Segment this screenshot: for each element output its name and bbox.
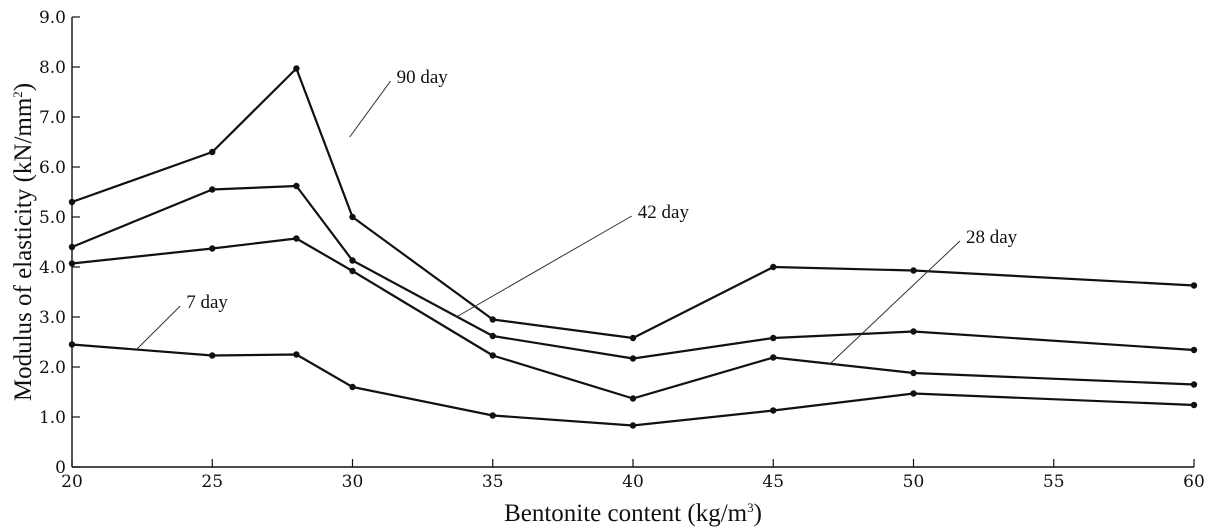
x-tick-label: 30 bbox=[342, 472, 364, 492]
data-point-42-day bbox=[910, 328, 917, 335]
series-line-42-day bbox=[71, 184, 1195, 360]
y-axis-title-superscript: 2 bbox=[10, 91, 25, 98]
leader-line-90-day bbox=[349, 80, 391, 138]
data-point-28-day bbox=[293, 235, 300, 242]
x-tick-label: 60 bbox=[1183, 472, 1205, 492]
data-point-90-day bbox=[68, 198, 76, 206]
series-label-90-day: 90 day bbox=[397, 67, 449, 88]
data-point-7-day bbox=[349, 383, 356, 391]
data-point-90-day bbox=[770, 263, 777, 271]
series-label-7-day: 7 day bbox=[186, 292, 228, 313]
data-point-90-day bbox=[489, 316, 496, 323]
data-point-90-day bbox=[209, 148, 216, 156]
y-tick-label: 0 bbox=[55, 458, 66, 478]
leader-line-7-day bbox=[136, 305, 181, 350]
data-point-28-day bbox=[770, 354, 777, 361]
data-point-90-day bbox=[349, 213, 356, 221]
x-tick-label: 20 bbox=[61, 472, 83, 492]
leader-line-28-day bbox=[829, 240, 961, 365]
y-tick-label: 2.0 bbox=[39, 358, 66, 378]
y-tick-label: 1.0 bbox=[39, 408, 66, 428]
x-tick-label: 45 bbox=[762, 472, 784, 492]
data-point-42-day bbox=[1190, 346, 1198, 354]
data-point-28-day bbox=[68, 260, 76, 267]
y-tick-label: 8.0 bbox=[39, 58, 66, 78]
y-axis-title-end: ) bbox=[10, 83, 37, 91]
data-point-28-day bbox=[910, 369, 917, 377]
data-point-7-day bbox=[1190, 401, 1198, 409]
series-line-90-day bbox=[71, 67, 1195, 340]
annotation-layer: 90 day 42 day 28 day 7 day bbox=[136, 67, 1018, 365]
data-point-42-day bbox=[629, 355, 637, 362]
x-tick-label: 40 bbox=[622, 472, 644, 492]
x-axis-title-text: Bentonite content (kg/m bbox=[504, 500, 748, 527]
x-axis-title: Bentonite content (kg/m3) bbox=[504, 500, 762, 527]
y-tick-label: 5.0 bbox=[39, 208, 66, 228]
data-point-7-day bbox=[489, 412, 496, 419]
leader-line-42-day bbox=[456, 215, 633, 318]
data-point-28-day bbox=[1190, 381, 1198, 388]
data-point-42-day bbox=[489, 332, 496, 340]
data-point-7-day bbox=[293, 351, 300, 358]
data-point-7-day bbox=[209, 352, 216, 359]
data-point-90-day bbox=[629, 334, 637, 342]
y-axis-title-text: Modulus of elasticity (kN/mm bbox=[10, 97, 37, 401]
data-point-7-day bbox=[770, 407, 777, 414]
data-point-7-day bbox=[910, 390, 917, 397]
y-tick-label: 7.0 bbox=[39, 108, 66, 128]
data-point-90-day bbox=[1190, 282, 1198, 289]
x-axis-title-superscript: 3 bbox=[747, 500, 754, 515]
data-point-28-day bbox=[489, 352, 496, 359]
series-layer bbox=[68, 65, 1198, 429]
y-tick-label: 6.0 bbox=[39, 158, 66, 178]
data-point-90-day bbox=[293, 65, 300, 72]
data-point-42-day bbox=[209, 186, 216, 193]
data-point-28-day bbox=[209, 245, 216, 252]
data-point-7-day bbox=[68, 341, 76, 348]
data-point-42-day bbox=[349, 257, 356, 264]
x-tick-label: 55 bbox=[1043, 472, 1065, 492]
axes: 0 1.0 2.0 3.0 4.0 5.0 6.0 7.0 8.0 9.0 20 25 30 35 40 45… bbox=[39, 8, 1205, 492]
data-point-42-day bbox=[770, 334, 777, 342]
data-point-28-day bbox=[629, 395, 637, 402]
data-point-28-day bbox=[349, 267, 356, 275]
x-tick-label: 35 bbox=[482, 472, 504, 492]
data-point-90-day bbox=[910, 267, 917, 274]
series-line-28-day bbox=[71, 237, 1195, 400]
data-point-42-day bbox=[293, 182, 300, 190]
series-label-42-day: 42 day bbox=[638, 202, 690, 223]
data-point-42-day bbox=[68, 243, 76, 251]
y-tick-label: 9.0 bbox=[39, 8, 66, 28]
x-tick-label: 25 bbox=[201, 472, 223, 492]
y-tick-label: 4.0 bbox=[39, 258, 66, 278]
x-axis-title-end: ) bbox=[754, 500, 762, 527]
y-axis-title: Modulus of elasticity (kN/mm2) bbox=[10, 83, 37, 401]
x-tick-label: 50 bbox=[903, 472, 925, 492]
series-label-28-day: 28 day bbox=[966, 227, 1018, 248]
y-tick-label: 3.0 bbox=[39, 308, 66, 328]
data-point-7-day bbox=[629, 422, 637, 429]
